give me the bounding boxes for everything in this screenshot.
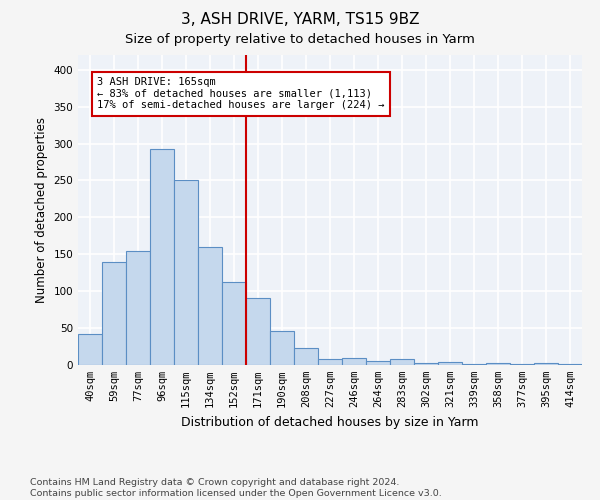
X-axis label: Distribution of detached houses by size in Yarm: Distribution of detached houses by size …	[181, 416, 479, 428]
Bar	[462, 364, 486, 365]
Y-axis label: Number of detached properties: Number of detached properties	[35, 117, 48, 303]
Bar	[342, 358, 366, 365]
Bar	[414, 363, 438, 365]
Text: 3 ASH DRIVE: 165sqm
← 83% of detached houses are smaller (1,113)
17% of semi-det: 3 ASH DRIVE: 165sqm ← 83% of detached ho…	[97, 77, 385, 110]
Bar	[102, 262, 126, 365]
Text: 3, ASH DRIVE, YARM, TS15 9BZ: 3, ASH DRIVE, YARM, TS15 9BZ	[181, 12, 419, 28]
Bar	[222, 282, 246, 365]
Bar	[270, 331, 294, 365]
Bar	[558, 364, 582, 365]
Bar	[390, 359, 414, 365]
Bar	[78, 334, 102, 365]
Bar	[438, 362, 462, 365]
Text: Size of property relative to detached houses in Yarm: Size of property relative to detached ho…	[125, 32, 475, 46]
Bar	[318, 359, 342, 365]
Bar	[174, 180, 198, 365]
Bar	[126, 250, 150, 365]
Text: Contains HM Land Registry data © Crown copyright and database right 2024.
Contai: Contains HM Land Registry data © Crown c…	[30, 478, 442, 498]
Bar	[246, 298, 270, 365]
Bar	[486, 363, 510, 365]
Bar	[534, 363, 558, 365]
Bar	[198, 247, 222, 365]
Bar	[510, 364, 534, 365]
Bar	[150, 148, 174, 365]
Bar	[366, 362, 390, 365]
Bar	[294, 348, 318, 365]
